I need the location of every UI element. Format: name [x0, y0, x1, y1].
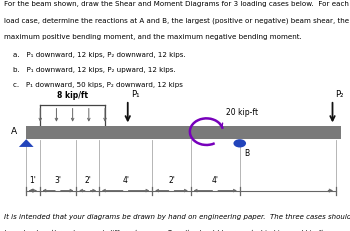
Text: a.   P₁ downward, 12 kips, P₂ downward, 12 kips.: a. P₁ downward, 12 kips, P₂ downward, 12…	[4, 52, 185, 58]
Text: A: A	[11, 127, 18, 136]
Text: 2': 2'	[168, 176, 175, 185]
Text: 1': 1'	[29, 176, 36, 185]
Text: c.   P₁ downward, 50 kips, P₂ downward, 12 kips: c. P₁ downward, 50 kips, P₂ downward, 12…	[4, 82, 182, 88]
Text: 2': 2'	[84, 176, 91, 185]
Text: maximum positive bending moment, and the maximum negative bending moment.: maximum positive bending moment, and the…	[4, 34, 301, 40]
Text: It is intended that your diagrams be drawn by hand on engineering paper.  The th: It is intended that your diagrams be dra…	[4, 214, 350, 220]
Bar	[26, 127, 341, 139]
Text: P₂: P₂	[335, 90, 344, 99]
Text: b.   P₁ downward, 12 kips, P₂ upward, 12 kips.: b. P₁ downward, 12 kips, P₂ upward, 12 k…	[4, 67, 175, 73]
Text: For the beam shown, draw the Shear and Moment Diagrams for 3 loading cases below: For the beam shown, draw the Shear and M…	[4, 1, 348, 7]
Text: P₁: P₁	[131, 90, 140, 99]
Text: be solved on three (or more) different pages.  Results should be reported in kip: be solved on three (or more) different p…	[4, 229, 325, 231]
Circle shape	[233, 139, 246, 148]
Text: 20 kip-ft: 20 kip-ft	[226, 108, 258, 117]
Text: 4': 4'	[212, 176, 219, 185]
Text: B: B	[244, 149, 249, 158]
Polygon shape	[19, 139, 34, 147]
Text: 3': 3'	[55, 176, 62, 185]
Text: 8 kip/ft: 8 kip/ft	[57, 91, 88, 100]
Text: 4': 4'	[122, 176, 129, 185]
Text: load case, determine the reactions at A and B, the largest (positive or negative: load case, determine the reactions at A …	[4, 18, 349, 24]
